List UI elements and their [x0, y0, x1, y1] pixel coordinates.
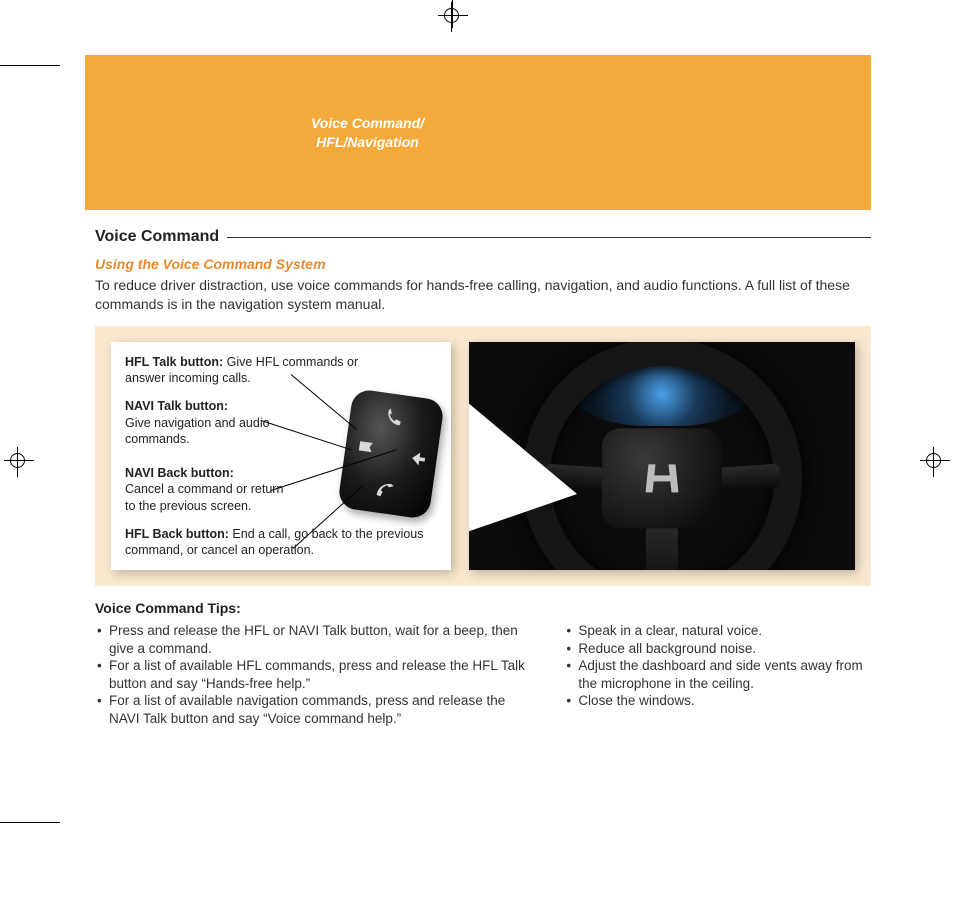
banner-line1: Voice Command/ [311, 115, 424, 131]
tip-item: Press and release the HFL or NAVI Talk b… [95, 622, 536, 657]
callout-navi-back: NAVI Back button: Cancel a command or ret… [125, 465, 295, 514]
tips-columns: Press and release the HFL or NAVI Talk b… [95, 622, 871, 727]
tip-item: Reduce all background noise. [564, 640, 871, 658]
section-intro: To reduce driver distraction, use voice … [95, 276, 871, 314]
tips-column-left: Press and release the HFL or NAVI Talk b… [95, 622, 536, 727]
tip-item: For a list of available navigation comma… [95, 692, 536, 727]
rule-line [227, 237, 871, 238]
crop-mark [0, 822, 60, 823]
registration-mark-left [4, 447, 34, 477]
callout-label: HFL Back button: [125, 527, 229, 541]
callout-pointer [469, 402, 597, 552]
crop-mark [0, 65, 60, 66]
steering-wheel-photo [469, 342, 855, 571]
callouts-panel: HFL Talk button: Give HFL commands or an… [111, 342, 451, 571]
section-banner: Voice Command/ HFL/Navigation [85, 55, 871, 210]
section-title: Voice Command [95, 228, 219, 246]
registration-mark-top [438, 2, 468, 32]
phone-hangup-icon [370, 478, 395, 503]
steering-button-cluster [337, 388, 445, 520]
callout-navi-talk: NAVI Talk button: Give navigation and aud… [125, 398, 275, 447]
callout-label: NAVI Talk button: [125, 399, 228, 413]
section-subtitle: Using the Voice Command System [95, 256, 871, 272]
banner-line2: HFL/Navigation [316, 134, 419, 150]
back-icon [405, 446, 430, 471]
honda-logo-icon [645, 464, 679, 492]
section-title-row: Voice Command [95, 228, 871, 246]
phone-pickup-icon [380, 406, 405, 431]
wheel-hub [602, 428, 722, 528]
tip-item: Close the windows. [564, 692, 871, 710]
callout-text: Give navigation and audio commands. [125, 416, 270, 446]
callout-text: Cancel a command or return to the previo… [125, 482, 283, 512]
callout-hfl-back: HFL Back button: End a call, go back to … [125, 526, 437, 559]
wheel-spoke-bottom [646, 524, 678, 570]
callout-hfl-talk: HFL Talk button: Give HFL commands or an… [125, 354, 437, 387]
crop-mark [452, 0, 453, 28]
diagram-panel: HFL Talk button: Give HFL commands or an… [95, 326, 871, 587]
tips-column-right: Speak in a clear, natural voice. Reduce … [564, 622, 871, 727]
tip-item: Adjust the dashboard and side vents away… [564, 657, 871, 692]
tip-item: Speak in a clear, natural voice. [564, 622, 871, 640]
tips-heading: Voice Command Tips: [95, 600, 871, 616]
registration-mark-right [920, 447, 950, 477]
tip-item: For a list of available HFL commands, pr… [95, 657, 536, 692]
callout-label: NAVI Back button: [125, 466, 234, 480]
banner-title: Voice Command/ HFL/Navigation [260, 114, 475, 150]
page-content: Voice Command Using the Voice Command Sy… [95, 228, 871, 728]
callout-label: HFL Talk button: [125, 355, 223, 369]
